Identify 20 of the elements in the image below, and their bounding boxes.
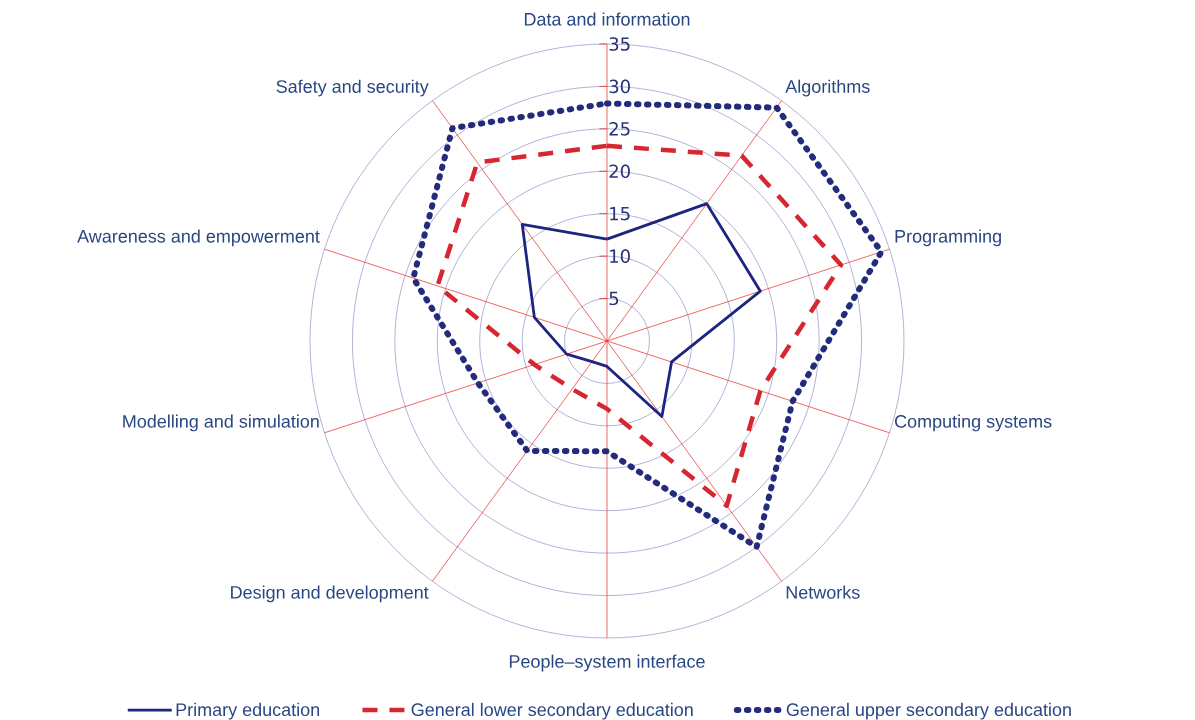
- spoke-label: Modelling and simulation: [123, 414, 319, 432]
- spoke-label: Networks: [786, 585, 860, 599]
- spoke-label: Design and development: [231, 585, 429, 603]
- legend-label: Primary education: [176, 702, 320, 720]
- y-tick-label: 25: [609, 122, 630, 136]
- legend-label: General upper secondary education: [786, 702, 1071, 720]
- y-tick-label: 5: [609, 291, 619, 306]
- y-tick-label: 10: [610, 249, 630, 263]
- y-tick-label: 20: [609, 164, 630, 179]
- spoke-label: Programming: [895, 229, 1001, 247]
- spoke-label: Safety and security: [276, 79, 429, 97]
- spoke-label: Awareness and empowerment: [77, 229, 320, 247]
- legend-label: General lower secondary education: [411, 702, 693, 720]
- y-tick-label: 15: [610, 207, 630, 221]
- spoke-label: Computing systems: [894, 414, 1052, 432]
- spoke-label: Data and information: [524, 12, 690, 26]
- y-tick-label: 30: [609, 79, 630, 94]
- y-tick-label: 35: [609, 37, 630, 51]
- spoke-label: Algorithms: [785, 79, 870, 97]
- spoke-label: People–system interface: [509, 654, 705, 672]
